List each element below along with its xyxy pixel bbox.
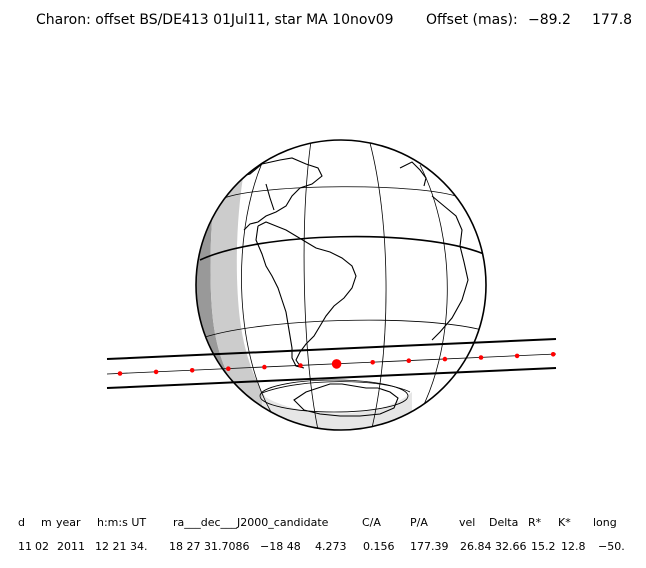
col-header-r-star: R* — [528, 516, 542, 529]
value-pa: 177.39 — [410, 540, 449, 553]
col-header-time: h:m:s UT — [97, 516, 147, 529]
col-header-month: m — [41, 516, 52, 529]
col-header-ca: C/A — [362, 516, 381, 529]
col-header-k-star: K* — [558, 516, 571, 529]
value-dec: −18 48 — [260, 540, 301, 553]
parallel-line — [201, 319, 483, 339]
antarctica-coast — [293, 383, 399, 417]
meridian-line — [369, 142, 387, 429]
chord-point — [262, 364, 267, 370]
title-offset-label: Offset (mas): — [426, 12, 518, 28]
parallel-line — [223, 186, 463, 199]
chord-point — [189, 368, 195, 373]
south-america-west-coast — [255, 225, 305, 369]
north-america-coast — [217, 157, 323, 231]
equator-line — [199, 235, 485, 261]
value-ra: 18 27 31.7086 — [169, 540, 250, 553]
chord-point — [550, 352, 556, 357]
greenland-coast — [399, 161, 427, 187]
col-header-pa: P/A — [410, 516, 428, 529]
col-header-delta: Delta — [489, 516, 519, 529]
polar-circle — [259, 379, 409, 413]
south-america-east-coast — [257, 221, 357, 367]
track-north-limit — [106, 338, 557, 360]
value-vel: 26.84 — [460, 540, 492, 553]
value-long: −50. — [598, 540, 625, 553]
globe-disk — [196, 140, 486, 430]
closest-approach-point — [331, 359, 342, 369]
chart-title: Charon: offset BS/DE413 01Jul11, star MA… — [0, 12, 646, 32]
shade-light-region — [210, 140, 290, 430]
value-month: 02 — [35, 540, 49, 553]
chord-point — [117, 371, 123, 376]
chord-point — [514, 353, 520, 359]
chord-point — [226, 366, 231, 372]
title-description: Charon: offset BS/DE413 01Jul11, star MA… — [36, 12, 394, 28]
title-offset-y: 177.8 — [592, 12, 633, 28]
value-time: 12 21 34. — [95, 540, 148, 553]
value-year: 2011 — [57, 540, 85, 553]
occultation-track — [106, 338, 557, 389]
col-header-long: long — [593, 516, 617, 529]
globe — [195, 139, 487, 431]
value-day: 11 — [18, 540, 32, 553]
chord-point — [442, 356, 448, 362]
title-offset-x: −89.2 — [528, 12, 571, 28]
value-r-star: 15.2 — [531, 540, 556, 553]
value-candidate: 4.273 — [315, 540, 347, 553]
chord-point — [370, 360, 376, 365]
col-header-year: year — [56, 516, 81, 529]
col-header-ra-dec: ra___dec___J2000_candidate — [173, 516, 329, 529]
value-ca: 0.156 — [363, 540, 395, 553]
value-k-star: 12.8 — [561, 540, 586, 553]
meridian-line — [415, 164, 448, 421]
graticule — [199, 140, 485, 430]
globe-limb — [195, 139, 487, 431]
col-header-vel: vel — [459, 516, 476, 529]
chord-point — [478, 355, 484, 360]
value-delta: 32.66 — [495, 540, 527, 553]
chord-point — [298, 363, 303, 368]
caribbean-coast — [265, 183, 275, 211]
track-south-limit — [106, 367, 557, 389]
meridian-line — [303, 140, 319, 430]
meridian-line — [241, 162, 277, 421]
chord-point — [406, 358, 412, 364]
chord-point — [153, 369, 159, 375]
coastlines — [217, 157, 469, 417]
col-header-day: d — [18, 516, 25, 529]
africa-coast — [431, 195, 469, 341]
chord-points — [117, 352, 556, 376]
